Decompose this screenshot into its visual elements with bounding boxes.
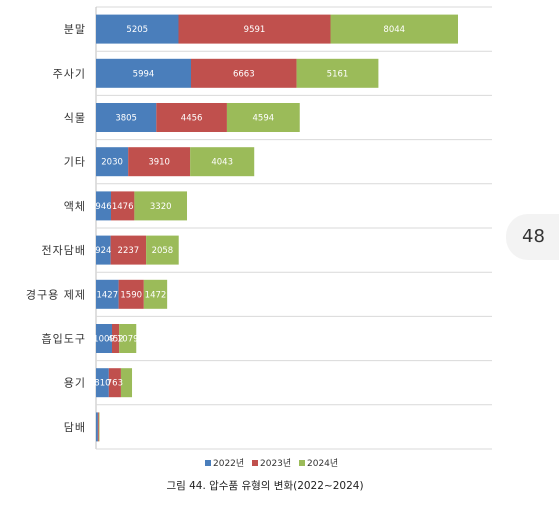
data-label: 946 (95, 202, 111, 212)
bar-segment (128, 147, 191, 177)
bar-segment (96, 324, 112, 353)
category-label: 담배 (64, 421, 86, 434)
bar-segment (143, 279, 168, 309)
legend-swatch (205, 460, 211, 466)
legend-swatch (299, 460, 305, 466)
data-labels: 5205 9591 8044 5994 6663 5161 3805 4456 4594 2030… (93, 25, 405, 389)
data-label: 4594 (253, 114, 275, 124)
bar-segment (97, 412, 99, 442)
bar-segment (96, 191, 111, 221)
category-separators (96, 50, 492, 450)
category-label: 주사기 (53, 67, 86, 80)
bar-segment (96, 412, 98, 442)
data-label: 1079 (117, 335, 139, 345)
legend: 2022년 2023년 2024년 (205, 458, 338, 469)
data-label: 1590 (120, 290, 142, 300)
bar-segment (96, 368, 109, 398)
data-label: 763 (107, 379, 123, 389)
bar-segment (226, 103, 300, 132)
bar-segment (178, 14, 331, 44)
bar-segment (96, 279, 119, 309)
legend-swatch (252, 460, 258, 466)
bar-segment (111, 324, 120, 353)
bar-segment (330, 14, 458, 44)
page-number-tab (506, 214, 559, 260)
bar-segment (119, 324, 137, 353)
legend-label: 2024년 (307, 458, 338, 469)
category-label: 액체 (64, 200, 86, 213)
data-label: 1427 (96, 290, 118, 300)
data-label: 6663 (233, 69, 255, 79)
data-label: 8044 (383, 25, 405, 35)
data-label: 5161 (327, 69, 349, 79)
bar-segment (96, 235, 111, 265)
category-label: 흡입도구 (42, 332, 86, 346)
bar-segment (190, 147, 255, 177)
bar-segment (118, 279, 144, 309)
data-label: 3805 (115, 114, 137, 124)
bar-segment (96, 14, 179, 44)
data-label: 924 (95, 246, 111, 256)
data-label: 4043 (211, 158, 233, 168)
data-label: 3320 (150, 202, 172, 212)
category-label: 기타 (64, 156, 86, 169)
bar-segment (146, 235, 179, 265)
data-label: 9591 (244, 25, 266, 35)
data-label: 1472 (145, 290, 167, 300)
category-label: 전자담배 (42, 244, 86, 257)
bar-segment (96, 103, 157, 132)
bar-segment (110, 191, 135, 221)
category-label: 분말 (64, 23, 86, 36)
data-label: 1476 (112, 202, 134, 212)
legend-label: 2023년 (260, 458, 291, 469)
bar-segment (108, 368, 121, 398)
data-label: 2030 (101, 158, 123, 168)
bar-segment (156, 103, 227, 132)
bar-segment (110, 235, 147, 265)
data-label: 4456 (181, 114, 203, 124)
bar-segment (191, 58, 297, 88)
bar-segment (296, 58, 379, 88)
data-label: 810 (94, 379, 110, 389)
data-label: 452 (107, 335, 123, 345)
data-label: 3910 (148, 158, 170, 168)
figure-caption: 그림 44. 압수품 유형의 변화(2022~2024) (166, 480, 364, 492)
bar-segment (96, 58, 192, 88)
bar-segments (96, 14, 458, 442)
page-number: 48 (522, 226, 545, 247)
data-label: 1009 (93, 335, 115, 345)
data-label: 2058 (152, 246, 174, 256)
category-label: 경구용 제제 (26, 288, 86, 301)
bar-segment (134, 191, 188, 221)
data-label: 2237 (118, 246, 140, 256)
category-label: 용기 (64, 377, 86, 390)
category-label: 식물 (64, 112, 86, 125)
data-label: 5205 (126, 25, 148, 35)
bar-segment (96, 147, 129, 177)
bar-segment (120, 368, 133, 398)
legend-label: 2022년 (213, 458, 244, 469)
data-label: 5994 (133, 69, 155, 79)
bar-segment (98, 412, 100, 442)
